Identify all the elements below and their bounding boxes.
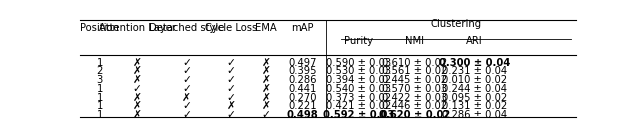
Text: ✓: ✓ [132,84,141,94]
Text: 0.231 ± 0.04: 0.231 ± 0.04 [442,66,507,76]
Text: 0.498: 0.498 [286,110,318,120]
Text: ✓: ✓ [227,93,236,103]
Text: EMA: EMA [255,23,277,34]
Text: ✓: ✓ [182,101,191,111]
Text: ✗: ✗ [132,110,141,120]
Text: 0.286: 0.286 [288,75,316,85]
Text: 0.221: 0.221 [288,101,317,111]
Text: ✗: ✗ [132,57,141,68]
Text: NMI: NMI [405,36,424,46]
Text: 0.286 ± 0.04: 0.286 ± 0.04 [442,110,507,120]
Text: 0.590 ± 0.03: 0.590 ± 0.03 [326,57,391,68]
Text: ✗: ✗ [182,93,191,103]
Text: ✗: ✗ [262,93,271,103]
Text: Cycle Loss: Cycle Loss [205,23,257,34]
Text: ✗: ✗ [262,101,271,111]
Text: ✗: ✗ [132,93,141,103]
Text: 0.610 ± 0.02: 0.610 ± 0.02 [382,57,447,68]
Text: 1: 1 [97,101,103,111]
Text: ✗: ✗ [262,57,271,68]
Text: 0.497: 0.497 [288,57,316,68]
Text: ✓: ✓ [182,66,191,76]
Text: Clustering: Clustering [431,19,482,29]
Text: 1: 1 [97,93,103,103]
Text: 1: 1 [97,110,103,120]
Text: 0.373 ± 0.02: 0.373 ± 0.02 [326,93,391,103]
Text: 0.561 ± 0.02: 0.561 ± 0.02 [382,66,447,76]
Text: 0.095 ± 0.02: 0.095 ± 0.02 [442,93,507,103]
Text: 0.530 ± 0.03: 0.530 ± 0.03 [326,66,391,76]
Text: 0.422 ± 0.03: 0.422 ± 0.03 [382,93,447,103]
Text: Purity: Purity [344,36,373,46]
Text: ✓: ✓ [227,57,236,68]
Text: 0.131 ± 0.02: 0.131 ± 0.02 [442,101,507,111]
Text: 0.395: 0.395 [288,66,316,76]
Text: Position: Position [81,23,119,34]
Text: ARI: ARI [466,36,483,46]
Text: 0.421 ± 0.02: 0.421 ± 0.02 [326,101,392,111]
Text: 0.540 ± 0.03: 0.540 ± 0.03 [326,84,391,94]
Text: 0.394 ± 0.02: 0.394 ± 0.02 [326,75,391,85]
Text: ✓: ✓ [182,75,191,85]
Text: ✓: ✓ [227,84,236,94]
Text: ✓: ✓ [182,84,191,94]
Text: ✓: ✓ [227,66,236,76]
Text: 0.446 ± 0.02: 0.446 ± 0.02 [382,101,447,111]
Text: ✗: ✗ [227,101,236,111]
Text: 1: 1 [97,84,103,94]
Text: 0.592 ± 0.03: 0.592 ± 0.03 [323,110,394,120]
Text: 3: 3 [97,75,103,85]
Text: ✓: ✓ [182,110,191,120]
Text: 0.445 ± 0.02: 0.445 ± 0.02 [382,75,447,85]
Text: ✓: ✓ [182,57,191,68]
Text: ✓: ✓ [227,110,236,120]
Text: ✓: ✓ [227,75,236,85]
Text: 0.270: 0.270 [288,93,316,103]
Text: ✗: ✗ [132,75,141,85]
Text: 0.010 ± 0.02: 0.010 ± 0.02 [442,75,507,85]
Text: ✗: ✗ [132,101,141,111]
Text: ✗: ✗ [262,84,271,94]
Text: ✗: ✗ [262,66,271,76]
Text: ✗: ✗ [132,66,141,76]
Text: 2: 2 [97,66,103,76]
Text: ✗: ✗ [262,75,271,85]
Text: 0.244 ± 0.04: 0.244 ± 0.04 [442,84,507,94]
Text: 0.570 ± 0.03: 0.570 ± 0.03 [382,84,447,94]
Text: Detached style: Detached style [149,23,225,34]
Text: 1: 1 [97,57,103,68]
Text: 0.441: 0.441 [288,84,316,94]
Text: Attention Layer: Attention Layer [99,23,175,34]
Text: 0.620 ± 0.02: 0.620 ± 0.02 [379,110,451,120]
Text: ✓: ✓ [262,110,271,120]
Text: mAP: mAP [291,23,314,34]
Text: 0.300 ± 0.04: 0.300 ± 0.04 [438,57,510,68]
